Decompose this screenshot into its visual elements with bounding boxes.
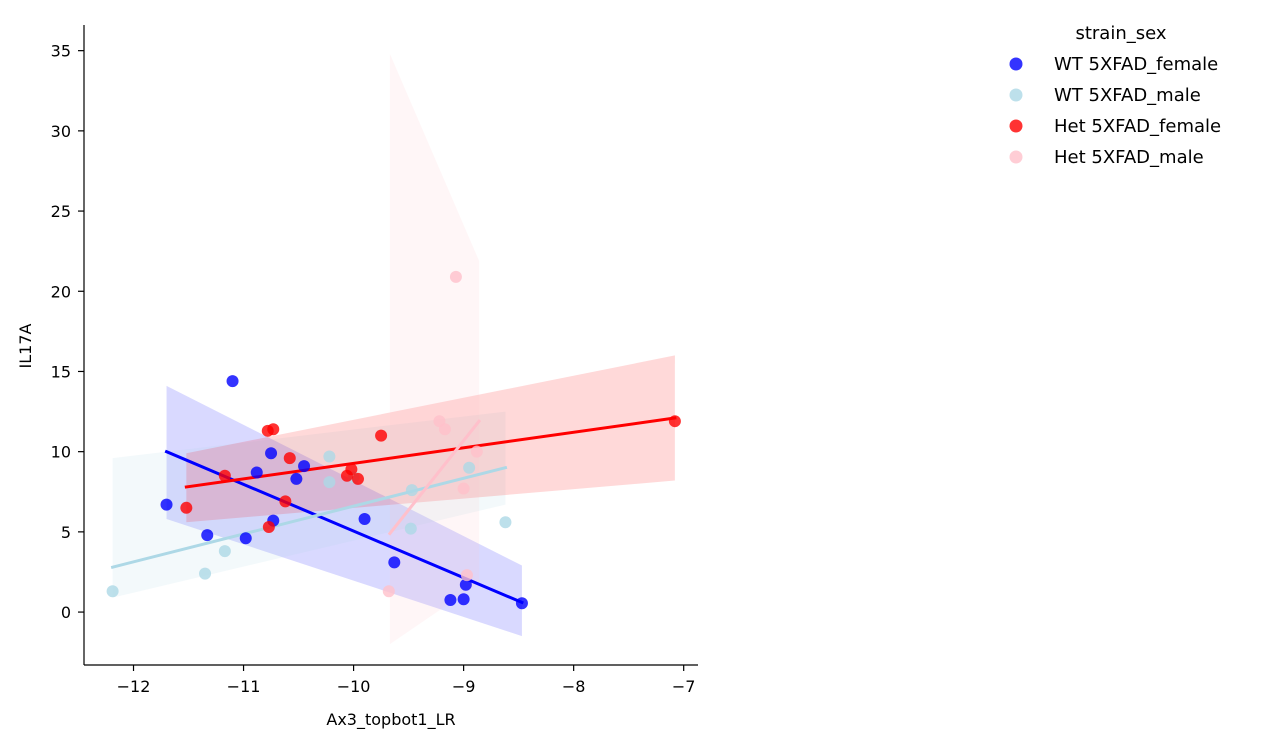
het-5xfad-male-point (460, 569, 473, 582)
het-5xfad-male-point (382, 585, 395, 598)
legend-label-het-5xfad-male: Het 5XFAD_male (1054, 147, 1204, 168)
het-5xfad-female-point (279, 495, 292, 508)
het-5xfad-female-point (218, 469, 231, 482)
het-5xfad-female-point (375, 429, 388, 442)
x-tick-label: −12 (117, 677, 151, 696)
wt-5xfad-male-point (106, 585, 119, 598)
legend-marker-het-5xfad-female (1009, 119, 1023, 133)
wt-5xfad-male-point (218, 545, 231, 558)
wt-5xfad-female-point (459, 578, 472, 591)
wt-5xfad-female-point (298, 460, 311, 473)
y-tick-label: 20 (51, 282, 71, 301)
het-5xfad-male-point (438, 423, 451, 436)
y-tick-label: 0 (61, 603, 71, 622)
wt-5xfad-female-point (444, 594, 457, 607)
het-5xfad-female-point (668, 415, 681, 428)
het-5xfad-female-point (180, 501, 193, 514)
x-axis-label: Ax3_topbot1_LR (326, 710, 455, 730)
x-tick-label: −8 (562, 677, 586, 696)
het-5xfad-male-confidence-band (389, 53, 480, 645)
y-tick-label: 25 (51, 202, 71, 221)
het-5xfad-female-point (262, 521, 275, 534)
het-5xfad-male-point (457, 482, 470, 495)
x-tick-label: −10 (337, 677, 371, 696)
het-5xfad-female-point (351, 472, 364, 485)
wt-5xfad-male-point (323, 476, 336, 489)
het-5xfad-female-confidence-band (186, 355, 675, 523)
het-5xfad-male-point (449, 270, 462, 283)
het-5xfad-male-point (470, 445, 483, 458)
x-tick-label: −7 (672, 677, 696, 696)
legend-label-wt-5xfad-male: WT 5XFAD_male (1054, 85, 1201, 106)
wt-5xfad-male-point (199, 567, 212, 580)
legend-label-het-5xfad-female: Het 5XFAD_female (1054, 116, 1221, 137)
wt-5xfad-female-point (250, 466, 263, 479)
wt-5xfad-female-point (515, 597, 528, 610)
wt-5xfad-female-point (388, 556, 401, 569)
legend-marker-wt-5xfad-female (1009, 57, 1023, 71)
wt-5xfad-male-point (404, 522, 417, 535)
x-tick-label: −11 (227, 677, 261, 696)
wt-5xfad-male-point (463, 461, 476, 474)
wt-5xfad-female-point (201, 529, 214, 542)
wt-5xfad-female-point (265, 447, 278, 460)
wt-5xfad-female-confidence-band (166, 385, 522, 637)
wt-5xfad-female-point (358, 513, 371, 526)
wt-5xfad-female-point (239, 532, 252, 545)
het-5xfad-female-point (345, 463, 358, 476)
legend-marker-wt-5xfad-male (1009, 88, 1023, 102)
het-5xfad-male-regression-line (387, 419, 482, 536)
wt-5xfad-male-regression-line (110, 465, 508, 569)
het-5xfad-female-point (267, 423, 280, 436)
legend-marker-het-5xfad-male (1009, 150, 1023, 164)
wt-5xfad-female-point (290, 472, 303, 485)
wt-5xfad-male-confidence-band (112, 411, 506, 598)
y-tick-label: 10 (51, 443, 71, 462)
wt-5xfad-female-point (226, 375, 239, 388)
legend-label-wt-5xfad-female: WT 5XFAD_female (1054, 54, 1218, 75)
y-tick-label: 5 (61, 523, 71, 542)
x-tick-label: −9 (452, 677, 476, 696)
het-5xfad-female-regression-line (184, 416, 677, 489)
het-5xfad-female-point (283, 452, 296, 465)
y-tick-label: 30 (51, 122, 71, 141)
y-tick-label: 35 (51, 42, 71, 61)
wt-5xfad-female-point (160, 498, 173, 511)
axes: −12 −11 −10 −9 −8 −7 0 5 10 15 20 25 30 35 (51, 25, 698, 696)
confidence-bands (112, 53, 675, 645)
wt-5xfad-male-point (499, 516, 512, 529)
wt-5xfad-female-point (457, 593, 470, 606)
legend-title: strain_sex (1075, 23, 1166, 44)
y-axis-label: IL17A (16, 323, 35, 368)
wt-5xfad-male-point (405, 484, 418, 497)
legend: strain_sex WT 5XFAD_female WT 5XFAD_male H… (1009, 23, 1221, 168)
data-points (106, 270, 681, 610)
wt-5xfad-male-point (323, 450, 336, 463)
y-tick-label: 15 (51, 362, 71, 381)
